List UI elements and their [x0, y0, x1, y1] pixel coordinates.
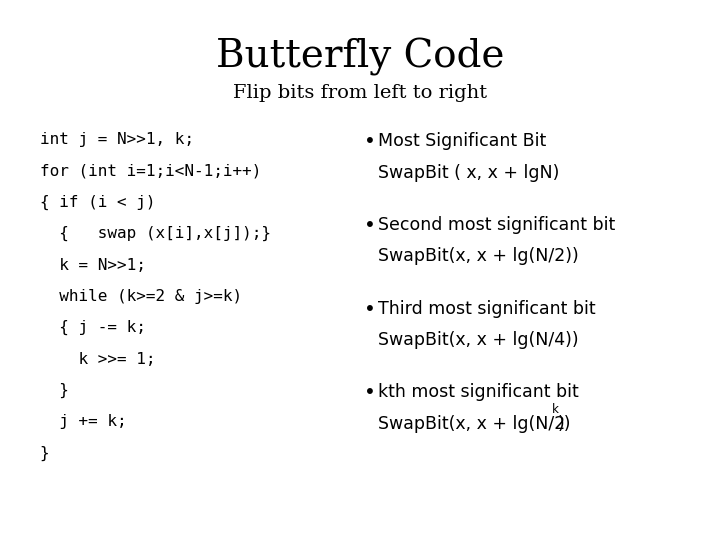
Text: }: }	[40, 446, 49, 461]
Text: •: •	[364, 216, 375, 235]
Text: SwapBit(x, x + lg(N/2: SwapBit(x, x + lg(N/2	[378, 415, 565, 433]
Text: k = N>>1;: k = N>>1;	[40, 258, 145, 273]
Text: Most Significant Bit: Most Significant Bit	[378, 132, 546, 150]
Text: k >>= 1;: k >>= 1;	[40, 352, 155, 367]
Text: SwapBit ( x, x + lgN): SwapBit ( x, x + lgN)	[378, 164, 559, 181]
Text: {   swap (x[i],x[j]);}: { swap (x[i],x[j]);}	[40, 226, 271, 241]
Text: Flip bits from left to right: Flip bits from left to right	[233, 84, 487, 102]
Text: )): ))	[558, 415, 571, 433]
Text: { j -= k;: { j -= k;	[40, 320, 145, 335]
Text: Second most significant bit: Second most significant bit	[378, 216, 616, 234]
Text: Third most significant bit: Third most significant bit	[378, 300, 595, 318]
Text: •: •	[364, 300, 375, 319]
Text: •: •	[364, 383, 375, 402]
Text: while (k>=2 & j>=k): while (k>=2 & j>=k)	[40, 289, 242, 304]
Text: SwapBit(x, x + lg(N/2)): SwapBit(x, x + lg(N/2))	[378, 247, 579, 265]
Text: int j = N>>1, k;: int j = N>>1, k;	[40, 132, 194, 147]
Text: for (int i=1;i<N-1;i++): for (int i=1;i<N-1;i++)	[40, 164, 261, 179]
Text: k: k	[552, 403, 559, 416]
Text: { if (i < j): { if (i < j)	[40, 195, 155, 210]
Text: kth most significant bit: kth most significant bit	[378, 383, 579, 401]
Text: •: •	[364, 132, 375, 151]
Text: SwapBit(x, x + lg(N/4)): SwapBit(x, x + lg(N/4))	[378, 331, 579, 349]
Text: Butterfly Code: Butterfly Code	[216, 38, 504, 76]
Text: j += k;: j += k;	[40, 414, 126, 429]
Text: }: }	[40, 383, 68, 398]
